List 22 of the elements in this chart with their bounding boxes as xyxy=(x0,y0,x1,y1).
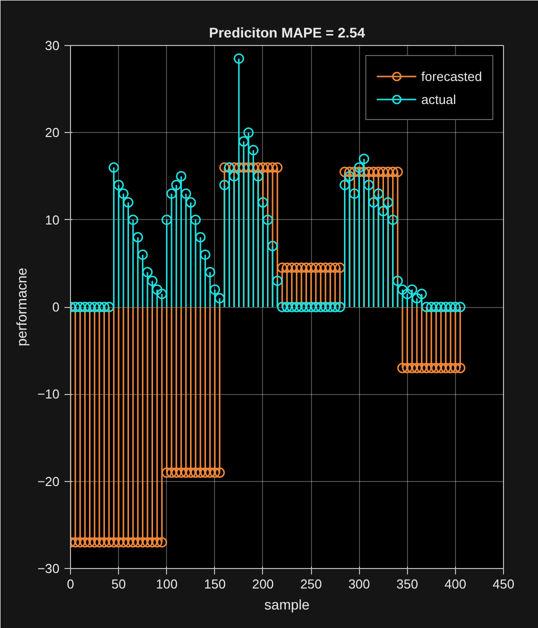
y-tick-label: 20 xyxy=(45,125,60,140)
y-tick-label: −30 xyxy=(37,561,60,576)
y-axis-title: performacne xyxy=(13,267,30,346)
y-tick-label: −20 xyxy=(37,474,60,489)
legend-label: forecasted xyxy=(421,68,482,84)
x-axis-title: sample xyxy=(264,596,310,612)
y-tick-label: 10 xyxy=(45,212,60,228)
y-tick-label: −10 xyxy=(37,386,60,402)
x-tick-label: 400 xyxy=(444,576,466,592)
legend-label: actual xyxy=(421,92,456,106)
x-tick-label: 250 xyxy=(300,576,322,592)
x-tick-label: 200 xyxy=(252,576,274,592)
x-tick-label: 150 xyxy=(204,576,226,592)
x-tick-label: 100 xyxy=(156,576,178,592)
x-tick-label: 350 xyxy=(396,576,418,592)
y-tick-label: 30 xyxy=(45,38,60,53)
y-tick-label: 0 xyxy=(52,300,60,314)
x-tick-label: 300 xyxy=(348,576,370,592)
x-tick-label: 50 xyxy=(111,576,126,592)
x-tick-label: 0 xyxy=(66,576,74,592)
x-tick-label: 450 xyxy=(492,576,514,592)
chart-title: Prediciton MAPE = 2.54 xyxy=(209,24,366,40)
